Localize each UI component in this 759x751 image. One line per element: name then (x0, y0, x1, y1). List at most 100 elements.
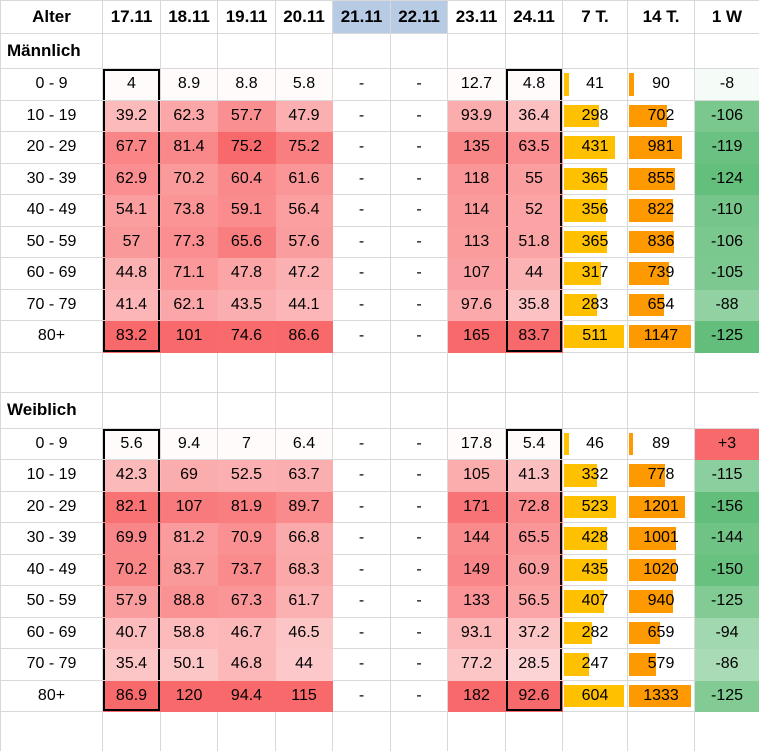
bar-cell-14t[interactable]: 654 (627, 288, 695, 321)
age-cell[interactable]: 50 - 59 (0, 585, 103, 618)
value-cell[interactable]: - (390, 648, 448, 681)
age-cell[interactable]: 10 - 19 (0, 459, 103, 492)
value-cell[interactable]: 61.7 (275, 585, 333, 618)
diff-cell[interactable]: -115 (694, 459, 759, 492)
bar-cell-14t[interactable]: 836 (627, 225, 695, 258)
value-cell[interactable]: 114 (447, 194, 506, 227)
value-cell[interactable]: 81.2 (160, 522, 218, 555)
bar-cell-7t[interactable]: 46 (562, 427, 628, 460)
bar-cell-14t[interactable]: 981 (627, 131, 695, 164)
value-cell[interactable]: 56.4 (275, 194, 333, 227)
value-cell[interactable]: 44.1 (275, 288, 333, 321)
value-cell[interactable]: 86.9 (102, 679, 161, 712)
value-cell[interactable]: 35.8 (505, 288, 563, 321)
diff-cell[interactable]: -144 (694, 522, 759, 555)
value-cell[interactable]: 57.7 (217, 99, 276, 132)
bar-cell-7t[interactable]: 428 (562, 522, 628, 555)
bar-cell-14t[interactable]: 90 (627, 68, 695, 101)
value-cell[interactable]: 75.2 (217, 131, 276, 164)
value-cell[interactable]: 57 (102, 225, 161, 258)
value-cell[interactable]: 74.6 (217, 320, 276, 353)
bar-cell-7t[interactable]: 431 (562, 131, 628, 164)
value-cell[interactable]: 118 (447, 162, 506, 195)
value-cell[interactable]: 66.8 (275, 522, 333, 555)
value-cell[interactable]: 62.3 (160, 99, 218, 132)
bar-cell-7t[interactable]: 283 (562, 288, 628, 321)
value-cell[interactable]: 57.6 (275, 225, 333, 258)
value-cell[interactable]: 107 (160, 490, 218, 523)
age-cell[interactable]: 50 - 59 (0, 225, 103, 258)
value-cell[interactable]: 72.8 (505, 490, 563, 523)
value-cell[interactable]: - (390, 522, 448, 555)
value-cell[interactable]: 5.8 (275, 68, 333, 101)
bar-cell-7t[interactable]: 435 (562, 553, 628, 586)
header-date-24.11[interactable]: 24.11 (505, 0, 563, 34)
value-cell[interactable]: 83.2 (102, 320, 161, 353)
bar-cell-7t[interactable]: 511 (562, 320, 628, 353)
value-cell[interactable]: - (390, 162, 448, 195)
header-date-19.11[interactable]: 19.11 (217, 0, 276, 34)
section-label-1[interactable]: Weiblich (0, 391, 103, 429)
value-cell[interactable]: 4.8 (505, 68, 563, 101)
bar-cell-7t[interactable]: 523 (562, 490, 628, 523)
diff-cell[interactable]: -110 (694, 194, 759, 227)
bar-cell-7t[interactable]: 407 (562, 585, 628, 618)
bar-cell-14t[interactable]: 89 (627, 427, 695, 460)
bar-cell-14t[interactable]: 1001 (627, 522, 695, 555)
age-cell[interactable]: 10 - 19 (0, 99, 103, 132)
value-cell[interactable]: 46.8 (217, 648, 276, 681)
diff-cell[interactable]: -125 (694, 585, 759, 618)
value-cell[interactable]: - (332, 320, 391, 353)
value-cell[interactable]: 56.5 (505, 585, 563, 618)
value-cell[interactable]: - (332, 131, 391, 164)
value-cell[interactable]: 63.7 (275, 459, 333, 492)
value-cell[interactable]: 7 (217, 427, 276, 460)
value-cell[interactable]: 171 (447, 490, 506, 523)
value-cell[interactable]: 28.5 (505, 648, 563, 681)
header-date-22.11[interactable]: 22.11 (390, 0, 448, 34)
value-cell[interactable]: 83.7 (160, 553, 218, 586)
value-cell[interactable]: 75.2 (275, 131, 333, 164)
header-summary-1[interactable]: 14 T. (627, 0, 695, 34)
age-cell[interactable]: 30 - 39 (0, 162, 103, 195)
diff-cell[interactable]: -125 (694, 320, 759, 353)
value-cell[interactable]: 77.3 (160, 225, 218, 258)
age-cell[interactable]: 20 - 29 (0, 490, 103, 523)
value-cell[interactable]: 5.4 (505, 427, 563, 460)
header-date-17.11[interactable]: 17.11 (102, 0, 161, 34)
value-cell[interactable]: 39.2 (102, 99, 161, 132)
value-cell[interactable]: 89.7 (275, 490, 333, 523)
value-cell[interactable]: 94.4 (217, 679, 276, 712)
value-cell[interactable]: 46.5 (275, 616, 333, 649)
bar-cell-14t[interactable]: 822 (627, 194, 695, 227)
value-cell[interactable]: - (390, 585, 448, 618)
value-cell[interactable]: - (390, 427, 448, 460)
bar-cell-14t[interactable]: 702 (627, 99, 695, 132)
value-cell[interactable]: 97.6 (447, 288, 506, 321)
value-cell[interactable]: 41.3 (505, 459, 563, 492)
bar-cell-7t[interactable]: 298 (562, 99, 628, 132)
diff-cell[interactable]: -106 (694, 99, 759, 132)
value-cell[interactable]: 4 (102, 68, 161, 101)
header-date-20.11[interactable]: 20.11 (275, 0, 333, 34)
value-cell[interactable]: 43.5 (217, 288, 276, 321)
diff-cell[interactable]: -106 (694, 225, 759, 258)
value-cell[interactable]: 61.6 (275, 162, 333, 195)
header-summary-0[interactable]: 7 T. (562, 0, 628, 34)
value-cell[interactable]: 105 (447, 459, 506, 492)
value-cell[interactable]: 92.6 (505, 679, 563, 712)
value-cell[interactable]: 73.7 (217, 553, 276, 586)
value-cell[interactable]: 8.9 (160, 68, 218, 101)
value-cell[interactable]: - (390, 288, 448, 321)
value-cell[interactable]: - (390, 99, 448, 132)
value-cell[interactable]: - (332, 288, 391, 321)
value-cell[interactable]: - (332, 225, 391, 258)
value-cell[interactable]: 69.9 (102, 522, 161, 555)
value-cell[interactable]: 17.8 (447, 427, 506, 460)
header-date-21.11[interactable]: 21.11 (332, 0, 391, 34)
value-cell[interactable]: 8.8 (217, 68, 276, 101)
value-cell[interactable]: 149 (447, 553, 506, 586)
diff-cell[interactable]: -150 (694, 553, 759, 586)
value-cell[interactable]: 120 (160, 679, 218, 712)
value-cell[interactable]: 93.9 (447, 99, 506, 132)
